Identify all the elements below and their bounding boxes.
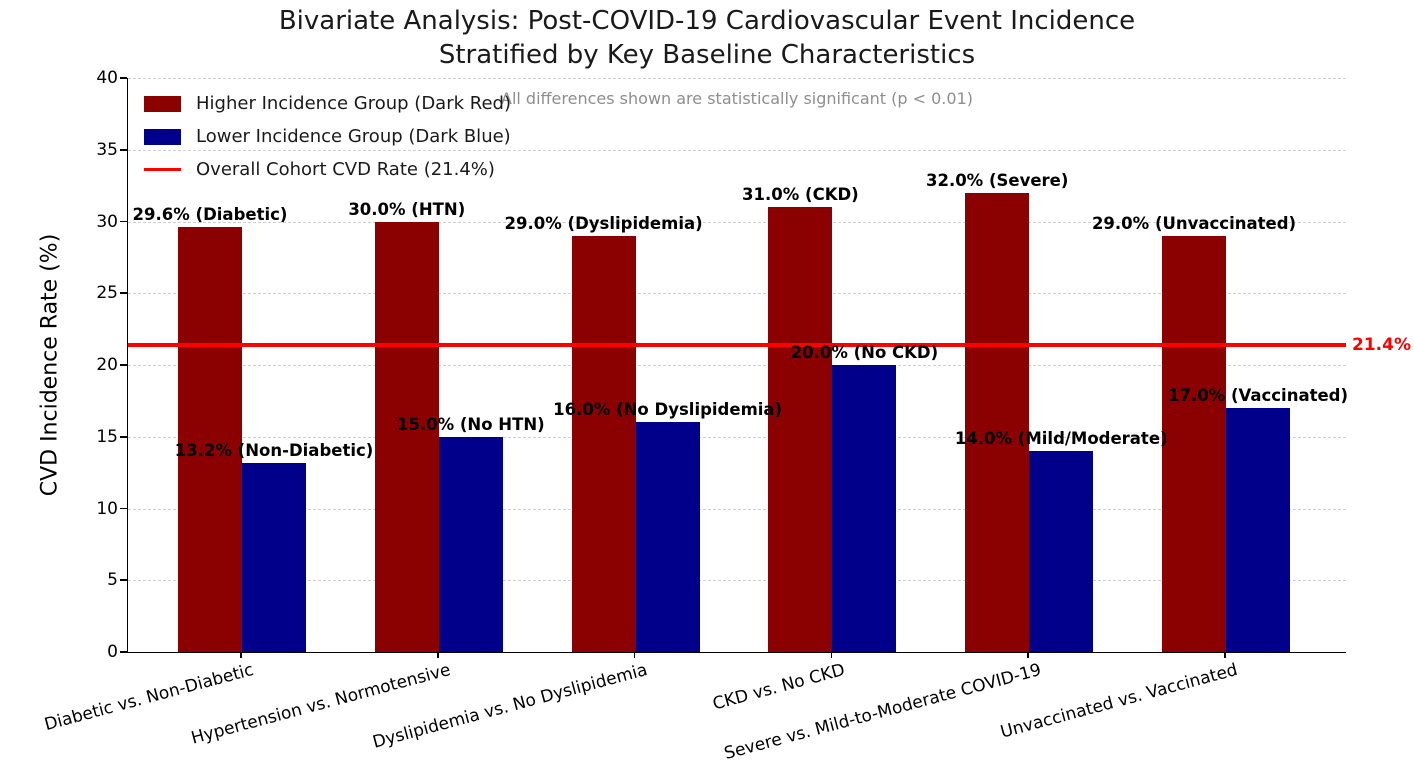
y-tick-mark-15 (120, 435, 127, 438)
legend-entry-refline: Overall Cohort CVD Rate (21.4%) (144, 153, 511, 186)
y-tick-mark-0 (120, 651, 127, 653)
x-tick-label-4: Severe vs. Mild-to-Moderate COVID-19 (722, 660, 1044, 765)
x-tick-mark-2 (633, 652, 636, 658)
bar-higher-0 (178, 227, 242, 652)
y-tick-mark-5 (120, 579, 127, 582)
bar-lower-4 (1029, 451, 1094, 652)
bar-lower-3 (832, 365, 897, 652)
legend-label-lower: Lower Incidence Group (Dark Blue) (196, 126, 511, 147)
legend-entry-lower: Lower Incidence Group (Dark Blue) (144, 120, 511, 153)
y-tick-mark-40 (120, 77, 127, 79)
bar-value-label-higher-5: 29.0% (Unvaccinated) (1091, 213, 1297, 233)
bar-lower-2 (635, 422, 700, 652)
bar-lower-1 (438, 436, 503, 652)
bar-value-label-lower-3: 20.0% (No CKD) (790, 343, 939, 362)
gridline-y-30 (128, 221, 1346, 223)
bar-lower-5 (1226, 408, 1290, 652)
y-tick-mark-30 (120, 220, 127, 223)
x-tick-mark-3 (830, 652, 833, 658)
gridline-y-10 (128, 508, 1346, 510)
y-tick-label-5: 5 (107, 570, 118, 591)
gridline-y-40 (128, 78, 1346, 79)
legend-label-refline: Overall Cohort CVD Rate (21.4%) (196, 159, 495, 180)
legend-label-higher: Higher Incidence Group (Dark Red) (196, 93, 511, 114)
legend-swatch-lower (144, 128, 181, 145)
bar-higher-1 (374, 221, 439, 652)
y-tick-label-25: 25 (96, 283, 118, 304)
gridline-y-25 (128, 293, 1346, 295)
x-tick-mark-0 (240, 652, 242, 658)
gridline-y-20 (128, 365, 1346, 366)
x-tick-label-3: CKD vs. No CKD (710, 660, 847, 715)
legend-entry-higher: Higher Incidence Group (Dark Red) (144, 87, 511, 120)
y-tick-label-10: 10 (96, 498, 118, 519)
bar-value-label-higher-0: 29.6% (Diabetic) (132, 205, 288, 225)
y-tick-label-0: 0 (107, 642, 118, 662)
legend: Higher Incidence Group (Dark Red) Lower … (144, 87, 511, 186)
y-tick-label-15: 15 (96, 426, 118, 447)
reference-line-value-label: 21.4% (1352, 334, 1411, 355)
gridline-y-15 (128, 436, 1346, 438)
bar-value-label-higher-3: 31.0% (CKD) (742, 185, 859, 205)
x-tick-mark-1 (437, 652, 439, 658)
y-tick-label-20: 20 (96, 355, 118, 375)
legend-refline-swatch (144, 167, 181, 172)
bar-higher-4 (965, 192, 1030, 652)
bar-higher-3 (768, 207, 833, 652)
significance-annotation: All differences shown are statistically … (501, 89, 973, 108)
y-tick-mark-35 (120, 148, 127, 151)
y-tick-mark-25 (120, 292, 127, 295)
bar-value-label-lower-0: 13.2% (Non-Diabetic) (174, 440, 374, 460)
reference-line (128, 342, 1346, 347)
bar-value-label-higher-4: 32.0% (Severe) (925, 170, 1069, 190)
y-tick-label-40: 40 (96, 68, 118, 88)
bar-higher-5 (1162, 235, 1226, 652)
bar-value-label-lower-2: 16.0% (No Dyslipidemia) (553, 400, 783, 420)
x-tick-mark-5 (1224, 652, 1226, 658)
y-tick-label-30: 30 (96, 211, 118, 232)
gridline-y-35 (128, 149, 1346, 151)
bar-lower-0 (242, 462, 306, 652)
legend-swatch-higher (144, 95, 181, 112)
y-tick-label-35: 35 (96, 139, 118, 160)
x-tick-mark-4 (1027, 652, 1029, 658)
bar-value-label-higher-1: 30.0% (HTN) (348, 199, 466, 219)
gridline-y-5 (128, 580, 1346, 582)
chart-title: Bivariate Analysis: Post-COVID-19 Cardio… (278, 6, 1136, 70)
bar-value-label-higher-2: 29.0% (Dyslipidemia) (504, 213, 703, 233)
bar-value-label-lower-5: 17.0% (Vaccinated) (1167, 386, 1349, 406)
bar-value-label-lower-1: 15.0% (No HTN) (396, 414, 545, 434)
y-tick-mark-20 (120, 364, 127, 366)
plot-area: All differences shown are statistically … (127, 78, 1349, 653)
y-tick-mark-10 (120, 507, 127, 510)
bar-higher-2 (571, 235, 636, 652)
bar-value-label-lower-4: 14.0% (Mild/Moderate) (954, 429, 1168, 449)
